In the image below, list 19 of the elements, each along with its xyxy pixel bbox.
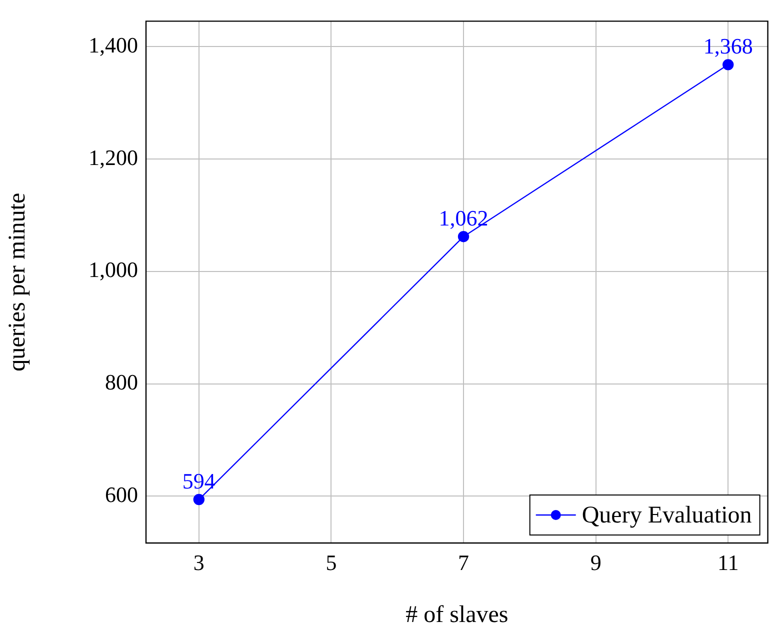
- y-tick-label: 1,000: [88, 257, 138, 282]
- legend-label: Query Evaluation: [582, 502, 752, 528]
- x-tick-label: 11: [718, 550, 739, 575]
- point: [193, 494, 205, 506]
- y-tick-label: 1,200: [88, 144, 138, 170]
- x-tick-label: 5: [326, 550, 337, 575]
- y-tick-label: 1,400: [88, 32, 138, 58]
- data-label: 1,368: [703, 33, 753, 58]
- y-axis-title: queries per minute: [4, 192, 31, 372]
- x-tick-label: 9: [590, 550, 602, 575]
- x-tick-label: 7: [458, 550, 470, 575]
- point: [722, 59, 734, 70]
- x-tick-label: 3: [193, 550, 204, 575]
- x-axis-title: # of slaves: [406, 602, 508, 628]
- y-tick-label: 800: [105, 370, 138, 395]
- y-tick-label: 600: [105, 482, 138, 507]
- data-label: 1,062: [438, 205, 488, 230]
- data-label: 594: [182, 468, 216, 494]
- point: [458, 230, 470, 242]
